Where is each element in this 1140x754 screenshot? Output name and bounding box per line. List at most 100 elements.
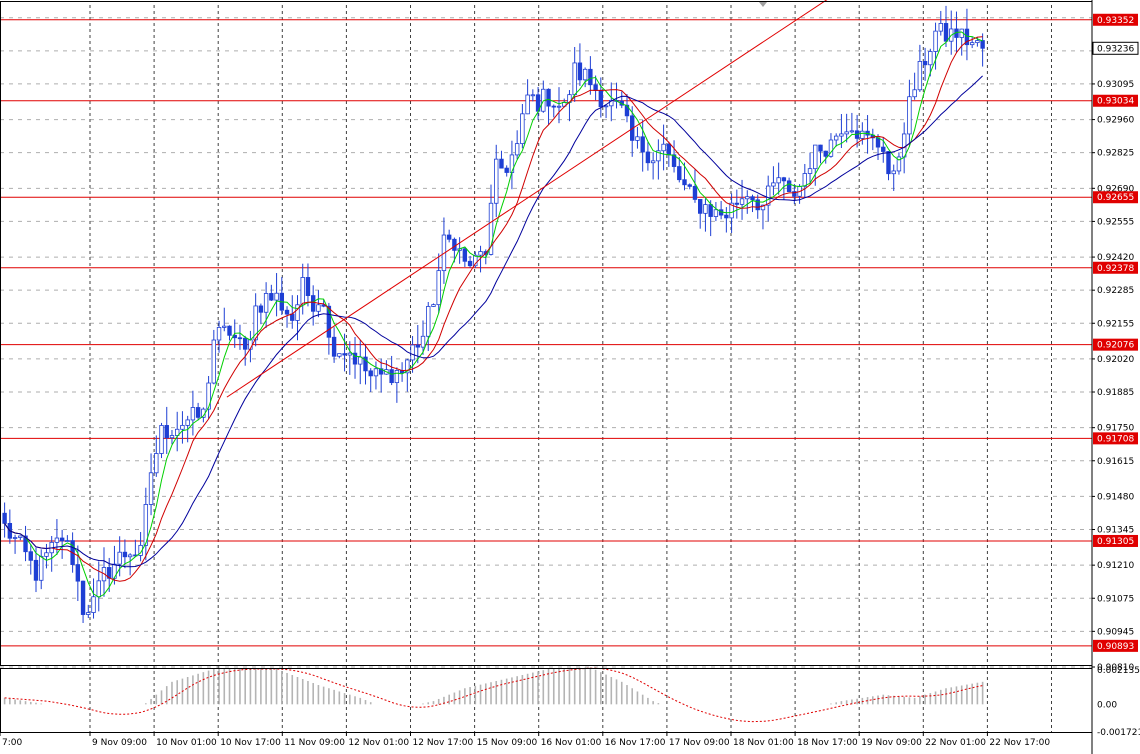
candle-body <box>19 536 23 538</box>
candle-body <box>217 327 221 340</box>
candle-body <box>505 168 509 172</box>
time-tick-label: 16 Nov 17:00 <box>605 738 666 748</box>
candle-body <box>813 145 817 169</box>
candle-body <box>918 61 922 89</box>
candle-body <box>374 369 378 376</box>
candle-body <box>677 167 681 180</box>
level-price-label[interactable]: 0.92655 <box>1097 193 1134 203</box>
candle-body <box>149 473 153 505</box>
candle-body <box>207 383 211 409</box>
candle-body <box>421 336 425 347</box>
candle-body <box>165 425 169 437</box>
level-price-label[interactable]: 0.93034 <box>1097 97 1134 107</box>
candle-body <box>306 277 310 295</box>
level-price-label[interactable]: 0.91305 <box>1097 537 1134 547</box>
candle-body <box>709 205 713 217</box>
time-tick-label: 18 Nov 01:00 <box>733 738 794 748</box>
candle-body <box>243 338 247 349</box>
candle-body <box>426 306 430 336</box>
candle-body <box>704 205 708 214</box>
time-tick-label: 22 Nov 17:00 <box>989 738 1050 748</box>
candle-body <box>531 95 535 96</box>
oscillator-tick-label: -0.001721 <box>1097 728 1140 738</box>
candle-body <box>970 43 974 45</box>
candle-body <box>395 370 399 382</box>
candle-body <box>787 181 791 192</box>
candle-body <box>834 136 838 140</box>
candle-body <box>264 293 268 312</box>
candle-body <box>437 271 441 305</box>
candle-body <box>212 340 216 383</box>
candle-body <box>81 581 85 614</box>
candle-body <box>913 90 917 97</box>
candle-body <box>944 23 948 41</box>
time-tick-label: 12 Nov 17:00 <box>413 738 474 748</box>
candle-body <box>583 69 587 80</box>
candle-body <box>688 185 692 187</box>
candle-body <box>887 151 891 173</box>
level-price-label[interactable]: 0.92378 <box>1097 264 1134 274</box>
price-tick-label: 0.92555 <box>1097 217 1134 227</box>
candle-body <box>97 581 101 597</box>
candle-body <box>29 552 33 561</box>
candle-body <box>698 199 702 213</box>
candle-body <box>270 293 274 300</box>
candle-body <box>479 252 483 256</box>
candle-body <box>228 326 232 335</box>
current-price-label: 0.93236 <box>1097 44 1134 54</box>
candle-body <box>186 420 190 425</box>
candle-body <box>594 85 598 91</box>
candle-body <box>547 89 551 106</box>
candle-body <box>908 97 912 134</box>
candle-body <box>66 541 70 542</box>
candle-body <box>772 183 776 186</box>
time-tick-label: 19 Nov 09:00 <box>861 738 922 748</box>
candle-body <box>782 178 786 181</box>
candle-body <box>369 371 373 376</box>
price-tick-label: 0.91750 <box>1097 424 1134 434</box>
price-tick-label: 0.92155 <box>1097 319 1134 329</box>
candle-body <box>170 435 174 437</box>
candle-body <box>515 144 519 155</box>
level-price-label[interactable]: 0.93352 <box>1097 16 1134 26</box>
candle-body <box>552 106 556 107</box>
candle-body <box>13 538 17 539</box>
candle-body <box>808 169 812 174</box>
candle-body <box>902 134 906 157</box>
price-tick-label: 0.91345 <box>1097 526 1134 536</box>
candle-body <box>557 106 561 107</box>
time-tick-label: 9 Nov 09:00 <box>92 738 147 748</box>
candle-body <box>892 171 896 174</box>
candle-body <box>463 249 467 262</box>
level-price-label[interactable]: 0.91708 <box>1097 434 1134 444</box>
candle-body <box>526 95 530 114</box>
candle-body <box>154 453 158 472</box>
candle-body <box>290 314 294 320</box>
level-price-label[interactable]: 0.92076 <box>1097 341 1134 351</box>
candle-body <box>850 131 854 132</box>
candle-body <box>259 306 263 312</box>
level-price-label[interactable]: 0.90893 <box>1097 642 1134 652</box>
candle-body <box>803 174 807 187</box>
candle-body <box>196 407 200 417</box>
price-tick-label: 0.91480 <box>1097 492 1134 502</box>
candle-body <box>86 613 90 615</box>
candle-body <box>651 161 655 163</box>
candle-body <box>745 197 749 199</box>
price-tick-label: 0.91615 <box>1097 457 1134 467</box>
price-tick-label: 0.92825 <box>1097 149 1134 159</box>
candle-body <box>60 538 64 541</box>
candle-body <box>929 51 933 64</box>
candle-body <box>160 425 164 453</box>
time-tick-label: 12 Nov 01:00 <box>348 738 409 748</box>
candle-body <box>76 565 80 582</box>
candle-body <box>939 23 943 31</box>
price-tick-label: 0.90945 <box>1097 627 1134 637</box>
price-tick-label: 0.93095 <box>1097 80 1134 90</box>
candle-body <box>861 131 865 138</box>
candle-body <box>740 199 744 205</box>
time-tick-label: 10 Nov 17:00 <box>220 738 281 748</box>
candle-body <box>390 370 394 383</box>
